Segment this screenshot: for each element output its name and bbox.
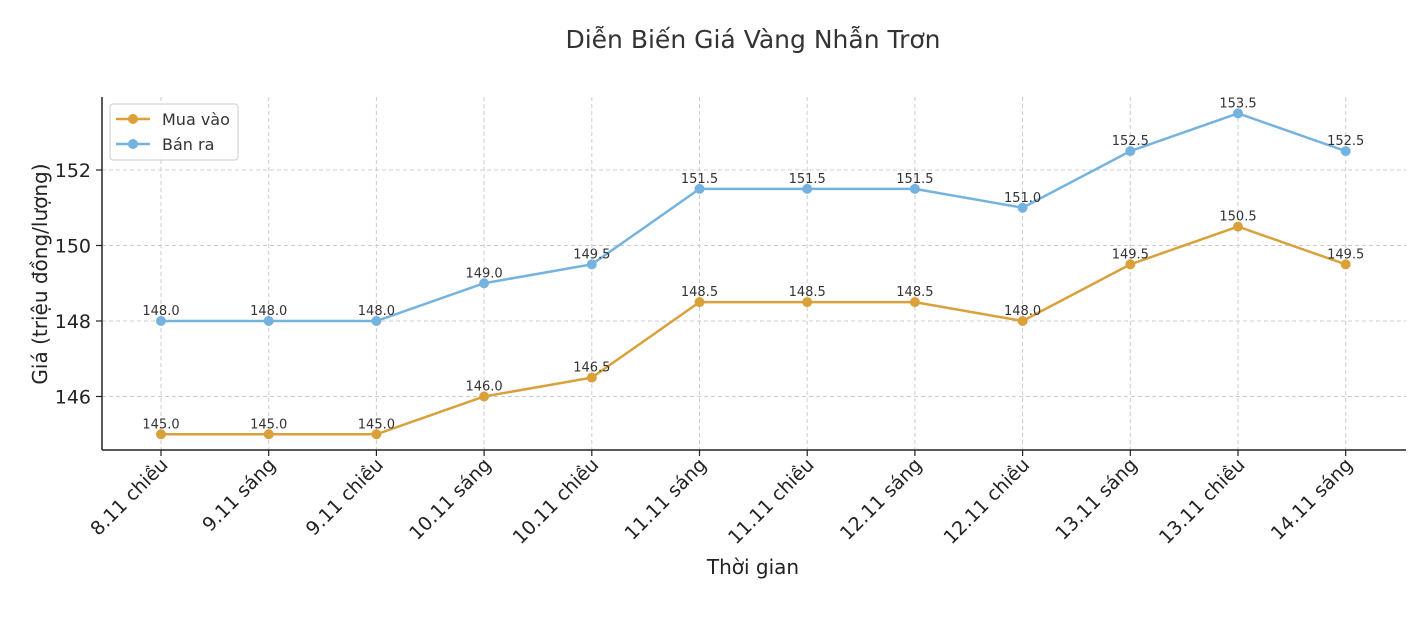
data-point bbox=[1125, 259, 1136, 270]
y-tick-label: 150 bbox=[55, 236, 91, 258]
data-point bbox=[156, 316, 166, 326]
x-tick-label: 14.11 sáng bbox=[1267, 454, 1358, 545]
x-tick-label: 10.11 chiều bbox=[509, 454, 604, 549]
data-point bbox=[263, 316, 274, 326]
data-point bbox=[479, 278, 490, 289]
data-label: 151.5 bbox=[896, 172, 933, 187]
data-label: 148.5 bbox=[789, 285, 826, 300]
data-label: 150.5 bbox=[1219, 210, 1256, 225]
data-point bbox=[1017, 202, 1028, 213]
data-label: 148.0 bbox=[1004, 304, 1041, 319]
legend-label: Mua vào bbox=[162, 110, 230, 129]
data-point bbox=[1125, 146, 1136, 157]
data-point bbox=[156, 429, 166, 440]
data-label: 149.5 bbox=[1112, 247, 1149, 262]
data-label: 152.5 bbox=[1327, 134, 1364, 149]
legend: Mua vào Bán ra bbox=[109, 103, 239, 161]
data-label: 145.0 bbox=[142, 417, 179, 432]
y-axis-label: Giá (triệu đồng/lượng) bbox=[28, 163, 52, 384]
data-point bbox=[1233, 108, 1243, 119]
data-label: 148.5 bbox=[896, 285, 933, 300]
data-point bbox=[1233, 221, 1243, 232]
data-point bbox=[694, 297, 705, 308]
x-tick-label: 11.11 chiều bbox=[724, 454, 819, 549]
x-tick-label: 9.11 chiều bbox=[302, 454, 388, 540]
data-point bbox=[909, 183, 920, 194]
data-label: 146.0 bbox=[465, 380, 502, 395]
data-label: 149.5 bbox=[1327, 247, 1364, 262]
series-line bbox=[161, 112, 1347, 323]
data-label: 151.5 bbox=[681, 172, 718, 187]
x-tick-label: 12.11 chiều bbox=[939, 454, 1034, 549]
data-point bbox=[586, 372, 597, 383]
data-label: 151.0 bbox=[1004, 191, 1041, 206]
y-tick-label: 152 bbox=[55, 160, 91, 182]
y-ticks: 146 148 150 152 bbox=[55, 160, 102, 409]
x-tick-label: 8.11 chiều bbox=[86, 454, 172, 540]
data-point bbox=[1340, 146, 1351, 157]
data-label: 148.0 bbox=[358, 304, 395, 319]
data-label: 148.0 bbox=[142, 304, 179, 319]
x-tick-label: 13.11 sáng bbox=[1051, 454, 1142, 545]
data-point bbox=[371, 429, 382, 440]
data-label: 152.5 bbox=[1112, 134, 1149, 149]
x-tick-label: 13.11 chiều bbox=[1155, 454, 1250, 549]
data-point bbox=[263, 429, 274, 440]
axes bbox=[101, 97, 1406, 451]
data-label: 153.5 bbox=[1219, 96, 1256, 111]
legend-marker bbox=[128, 139, 138, 149]
data-point bbox=[909, 297, 920, 308]
data-label: 146.5 bbox=[573, 361, 610, 376]
x-tick-label: 12.11 sáng bbox=[836, 454, 927, 545]
data-point bbox=[479, 391, 490, 402]
x-axis-label: Thời gian bbox=[706, 555, 799, 579]
data-point bbox=[694, 183, 705, 194]
y-tick-label: 148 bbox=[55, 311, 91, 333]
data-label: 148.5 bbox=[681, 285, 718, 300]
series-layer: 145.0 145.0 145.0 146.0 146.5 148.5 148.5 148.5… bbox=[142, 96, 1364, 440]
series-line bbox=[161, 225, 1347, 436]
x-tick-label: 11.11 sáng bbox=[620, 454, 711, 545]
x-ticks: 8.11 chiều 9.11 sáng 9.11 chiều 10.11 sáng 1… bbox=[86, 450, 1357, 549]
data-point bbox=[1340, 259, 1351, 270]
data-label: 149.0 bbox=[465, 266, 502, 281]
series-mua-vao: 145.0 145.0 145.0 146.0 146.5 148.5 148.5 148.5… bbox=[142, 210, 1364, 440]
data-point bbox=[371, 316, 382, 326]
data-point bbox=[802, 183, 813, 194]
data-label: 151.5 bbox=[789, 172, 826, 187]
data-label: 145.0 bbox=[250, 417, 287, 432]
data-point bbox=[1017, 316, 1028, 326]
x-tick-label: 9.11 sáng bbox=[198, 454, 280, 536]
legend-marker bbox=[128, 114, 138, 124]
y-tick-label: 146 bbox=[55, 387, 91, 409]
legend-label: Bán ra bbox=[162, 135, 214, 154]
data-label: 148.0 bbox=[250, 304, 287, 319]
x-tick-label: 10.11 sáng bbox=[405, 454, 496, 545]
data-point bbox=[802, 297, 813, 308]
data-label: 149.5 bbox=[573, 247, 610, 262]
data-label: 145.0 bbox=[358, 417, 395, 432]
data-point bbox=[586, 259, 597, 270]
chart-title: Diễn Biến Giá Vàng Nhẫn Trơn bbox=[565, 25, 940, 54]
grid-lines bbox=[102, 97, 1406, 450]
series-ban-ra: 148.0 148.0 148.0 149.0 149.5 151.5 151.5 151.5… bbox=[142, 96, 1364, 326]
